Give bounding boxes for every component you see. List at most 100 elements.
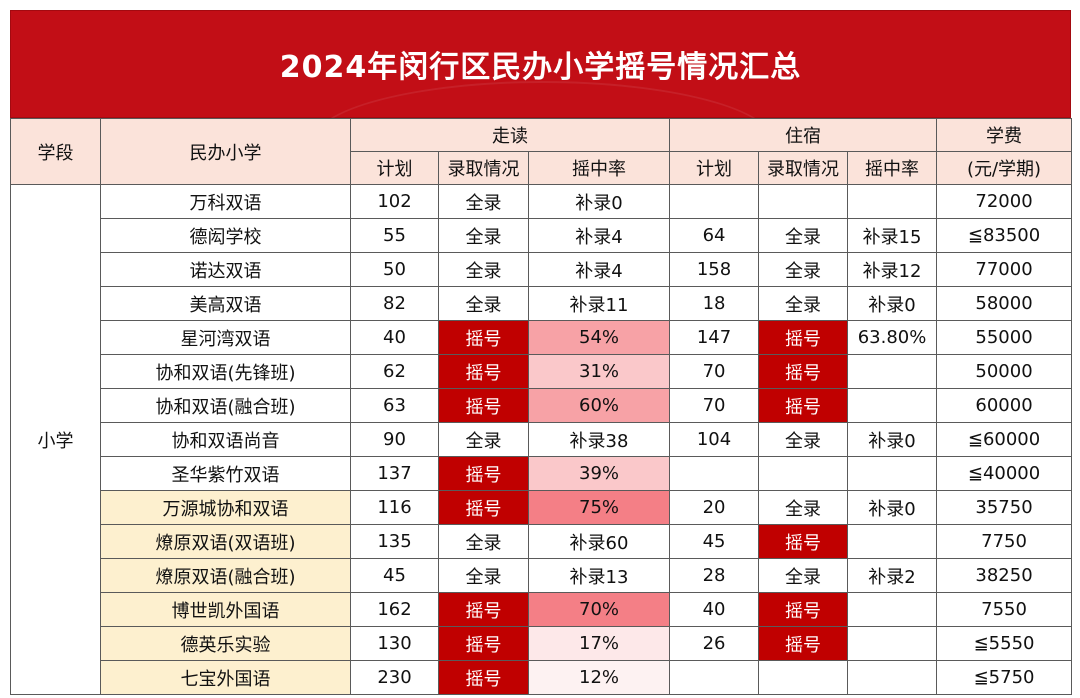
board-rate xyxy=(847,354,938,389)
board-rate: 补录0 xyxy=(847,286,938,321)
school-name: 美高双语 xyxy=(100,286,351,321)
board-rate xyxy=(847,456,938,491)
header-day-rate: 摇中率 xyxy=(527,151,671,185)
board-admission: 摇号 xyxy=(758,626,849,661)
day-plan: 137 xyxy=(350,456,439,491)
table-row: 诺达双语 50 全录 补录4 158 全录 补录12 77000 xyxy=(11,252,1073,287)
school-name: 协和双语尚音 xyxy=(100,422,351,457)
board-plan: 64 xyxy=(669,218,760,253)
day-admission: 全录 xyxy=(438,558,529,593)
day-plan: 230 xyxy=(350,660,439,695)
header-board: 住宿 xyxy=(669,118,938,152)
day-rate: 补录38 xyxy=(527,422,671,457)
day-rate: 60% xyxy=(527,388,671,423)
header-fee-unit: (元/学期) xyxy=(936,151,1073,185)
day-admission: 全录 xyxy=(438,286,529,321)
board-rate xyxy=(847,524,938,559)
board-plan: 147 xyxy=(669,320,760,355)
table-row: 星河湾双语 40 摇号 54% 147 摇号 63.80% 55000 xyxy=(11,320,1073,355)
day-rate: 补录4 xyxy=(527,218,671,253)
board-plan: 45 xyxy=(669,524,760,559)
board-rate: 补录0 xyxy=(847,422,938,457)
day-rate: 39% xyxy=(527,456,671,491)
board-plan xyxy=(669,184,760,219)
header-board-plan: 计划 xyxy=(669,151,760,185)
school-name: 万源城协和双语 xyxy=(100,490,351,525)
table-row: 协和双语尚音 90 全录 补录38 104 全录 补录0 ≦60000 xyxy=(11,422,1073,457)
board-plan: 26 xyxy=(669,626,760,661)
board-rate: 63.80% xyxy=(847,320,938,355)
table-row: 协和双语(先锋班) 62 摇号 31% 70 摇号 50000 xyxy=(11,354,1073,389)
board-admission: 全录 xyxy=(758,558,849,593)
day-admission: 全录 xyxy=(438,218,529,253)
school-name: 燎原双语(融合班) xyxy=(100,558,351,593)
header-day-plan: 计划 xyxy=(350,151,439,185)
fee: 77000 xyxy=(936,252,1073,287)
table-row: 博世凯外国语 162 摇号 70% 40 摇号 7550 xyxy=(11,592,1073,627)
school-name: 诺达双语 xyxy=(100,252,351,287)
day-admission: 摇号 xyxy=(438,592,529,627)
header-fee: 学费 xyxy=(936,118,1073,152)
day-admission: 摇号 xyxy=(438,456,529,491)
board-admission: 摇号 xyxy=(758,320,849,355)
school-name: 协和双语(融合班) xyxy=(100,388,351,423)
day-plan: 62 xyxy=(350,354,439,389)
stage-cell: 小学 xyxy=(10,184,101,695)
day-rate: 补录0 xyxy=(527,184,671,219)
school-name: 德英乐实验 xyxy=(100,626,351,661)
header-school: 民办小学 xyxy=(100,118,351,185)
day-rate: 补录60 xyxy=(527,524,671,559)
table-row: 协和双语(融合班) 63 摇号 60% 70 摇号 60000 xyxy=(11,388,1073,423)
day-admission: 摇号 xyxy=(438,320,529,355)
school-name: 协和双语(先锋班) xyxy=(100,354,351,389)
header-day: 走读 xyxy=(349,118,671,152)
day-admission: 摇号 xyxy=(438,660,529,695)
fee: 58000 xyxy=(936,286,1073,321)
board-rate: 补录2 xyxy=(847,558,938,593)
school-name: 德闳学校 xyxy=(100,218,351,253)
board-admission: 全录 xyxy=(758,490,849,525)
board-admission: 全录 xyxy=(758,252,849,287)
board-plan: 70 xyxy=(669,354,760,389)
table-row: 燎原双语(双语班) 135 全录 补录60 45 摇号 7750 xyxy=(11,524,1073,559)
lottery-table: 学段 民办小学 走读 住宿 学费 计划 录取情况 摇中率 计划 录取情况 摇中率… xyxy=(10,118,1073,695)
fee: 72000 xyxy=(936,184,1073,219)
day-admission: 全录 xyxy=(438,252,529,287)
day-plan: 130 xyxy=(350,626,439,661)
board-admission: 全录 xyxy=(758,286,849,321)
day-rate: 31% xyxy=(527,354,671,389)
board-rate: 补录15 xyxy=(847,218,938,253)
board-rate: 补录0 xyxy=(847,490,938,525)
board-plan: 158 xyxy=(669,252,760,287)
fee: ≦5750 xyxy=(936,660,1073,695)
header-day-admission: 录取情况 xyxy=(438,151,529,185)
board-admission: 摇号 xyxy=(758,524,849,559)
day-plan: 45 xyxy=(350,558,439,593)
day-rate: 54% xyxy=(527,320,671,355)
header-board-admission: 录取情况 xyxy=(758,151,849,185)
day-plan: 102 xyxy=(350,184,439,219)
fee: 7550 xyxy=(936,592,1073,627)
table-row: 圣华紫竹双语 137 摇号 39% ≦40000 xyxy=(11,456,1073,491)
day-plan: 90 xyxy=(350,422,439,457)
day-admission: 摇号 xyxy=(438,490,529,525)
header-stage: 学段 xyxy=(10,118,101,185)
page-title: 2024年闵行区民办小学摇号情况汇总 xyxy=(279,50,802,85)
day-plan: 40 xyxy=(350,320,439,355)
table-row: 七宝外国语 230 摇号 12% ≦5750 xyxy=(11,660,1073,695)
day-plan: 55 xyxy=(350,218,439,253)
table-row: 美高双语 82 全录 补录11 18 全录 补录0 58000 xyxy=(11,286,1073,321)
header-board-rate: 摇中率 xyxy=(847,151,938,185)
fee: 7750 xyxy=(936,524,1073,559)
fee: 60000 xyxy=(936,388,1073,423)
day-plan: 116 xyxy=(350,490,439,525)
day-admission: 摇号 xyxy=(438,626,529,661)
fee: 38250 xyxy=(936,558,1073,593)
board-plan: 104 xyxy=(669,422,760,457)
fee: ≦83500 xyxy=(936,218,1073,253)
board-plan: 28 xyxy=(669,558,760,593)
board-admission: 摇号 xyxy=(758,354,849,389)
table-row: 德英乐实验 130 摇号 17% 26 摇号 ≦5550 xyxy=(11,626,1073,661)
board-rate xyxy=(847,388,938,423)
day-rate: 75% xyxy=(527,490,671,525)
